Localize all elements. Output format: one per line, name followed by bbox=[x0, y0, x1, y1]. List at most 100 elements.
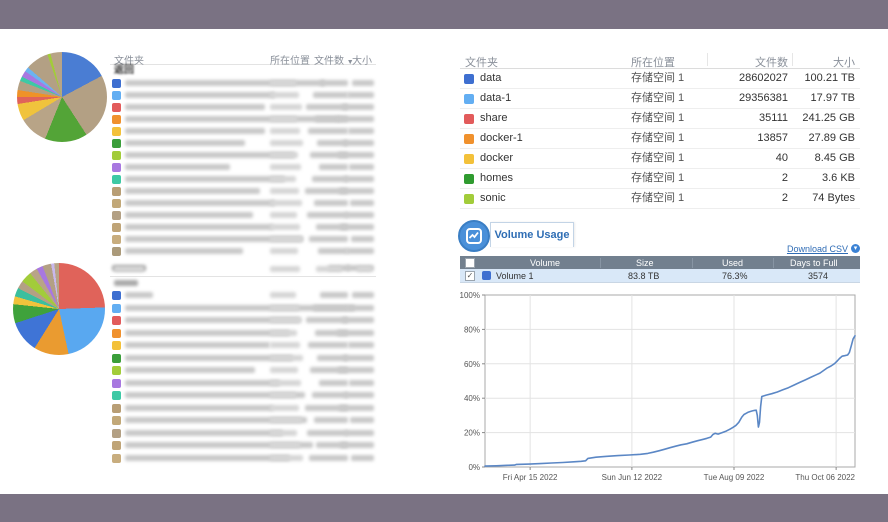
header-size[interactable]: 大小 bbox=[833, 57, 855, 69]
folder-size: 17.97 TB bbox=[810, 92, 855, 104]
folder-color-swatch bbox=[112, 247, 121, 256]
table-row-redacted[interactable] bbox=[110, 402, 376, 415]
folder-color-swatch bbox=[464, 134, 474, 144]
folder-name: sonic bbox=[480, 192, 506, 204]
folder-name: data bbox=[480, 72, 502, 84]
folder-color-swatch bbox=[112, 416, 121, 425]
folder-color-swatch bbox=[112, 223, 121, 232]
folder-location: 存储空间 1 bbox=[631, 192, 685, 204]
folder-color-swatch bbox=[112, 391, 121, 400]
tab-volume-usage[interactable]: Volume Usage bbox=[490, 222, 574, 247]
table-row-redacted[interactable] bbox=[110, 289, 376, 302]
folder-color-swatch bbox=[112, 441, 121, 450]
folder-color-swatch bbox=[112, 175, 121, 184]
header-volume: Volume bbox=[530, 258, 561, 268]
folder-row-data[interactable]: data 存储空间 1 28602027 100.21 TB bbox=[460, 69, 860, 89]
table-row-redacted[interactable] bbox=[110, 233, 376, 245]
select-all-checkbox[interactable] bbox=[465, 258, 475, 268]
volume-size: 83.8 TB bbox=[628, 271, 660, 281]
back-row[interactable]: 返回 bbox=[114, 65, 134, 76]
header-folder[interactable]: 文件夹 bbox=[114, 56, 144, 67]
folder-color-swatch bbox=[464, 74, 474, 84]
table-row-redacted[interactable] bbox=[110, 314, 376, 327]
volume-name: Volume 1 bbox=[496, 271, 534, 281]
folder-size: 74 Bytes bbox=[812, 192, 855, 204]
header-size[interactable]: 大小 bbox=[352, 56, 372, 67]
folder-file-count: 2 bbox=[781, 192, 788, 204]
folder-color-swatch bbox=[112, 353, 121, 363]
svg-text:0%: 0% bbox=[468, 463, 480, 472]
folder-file-count: 35111 bbox=[759, 112, 788, 124]
table-row-redacted[interactable] bbox=[110, 149, 376, 161]
table-row-redacted[interactable] bbox=[110, 427, 376, 440]
folder-size: 27.89 GB bbox=[808, 132, 855, 144]
folder-color-swatch bbox=[464, 94, 474, 104]
table-row-redacted[interactable] bbox=[110, 77, 376, 89]
folder-size-pie-top bbox=[17, 52, 107, 142]
svg-text:Sun Jun 12 2022: Sun Jun 12 2022 bbox=[602, 473, 663, 482]
back-row-redacted[interactable] bbox=[110, 277, 376, 289]
table-row-redacted[interactable] bbox=[110, 302, 376, 315]
folder-color-swatch bbox=[112, 79, 121, 88]
header-location[interactable]: 所在位置 bbox=[631, 57, 675, 69]
table-header[interactable]: 文件夹 所在位置 文件数 ▼ 大小 bbox=[110, 51, 376, 67]
folder-location: 存储空间 1 bbox=[631, 92, 685, 104]
table-row-redacted[interactable] bbox=[110, 197, 376, 209]
folder-color-swatch bbox=[112, 127, 121, 136]
volume-row[interactable]: ✓ Volume 1 83.8 TB 76.3% 3574 bbox=[460, 269, 860, 283]
folder-row-sonic[interactable]: sonic 存储空间 1 2 74 Bytes bbox=[460, 189, 860, 209]
folder-table-redacted-top: 文件夹 所在位置 文件数 ▼ 大小 返回 bbox=[110, 51, 376, 274]
folder-color-swatch bbox=[112, 453, 121, 463]
table-row-redacted[interactable] bbox=[110, 173, 376, 185]
folder-row-docker-1[interactable]: docker-1 存储空间 1 13857 27.89 GB bbox=[460, 129, 860, 149]
table-row-redacted[interactable] bbox=[110, 221, 376, 233]
top-band bbox=[0, 0, 888, 29]
header-files[interactable]: 文件数 ▼ bbox=[314, 56, 354, 67]
svg-text:40%: 40% bbox=[464, 394, 480, 403]
table-row-redacted[interactable] bbox=[110, 452, 376, 465]
table-row-redacted[interactable] bbox=[110, 113, 376, 125]
table-row-redacted[interactable] bbox=[110, 185, 376, 197]
table-row-redacted[interactable] bbox=[110, 327, 376, 340]
folder-row-homes[interactable]: homes 存储空间 1 2 3.6 KB bbox=[460, 169, 860, 189]
folder-row-share[interactable]: share 存储空间 1 35111 241.25 GB bbox=[460, 109, 860, 129]
folder-color-swatch bbox=[112, 211, 121, 220]
volume-checkbox[interactable]: ✓ bbox=[465, 271, 475, 281]
table-row-redacted[interactable] bbox=[110, 209, 376, 221]
table-row-redacted[interactable] bbox=[110, 377, 376, 390]
table-header-redacted[interactable] bbox=[110, 263, 376, 277]
table-row-redacted[interactable] bbox=[110, 89, 376, 101]
table-row-redacted[interactable] bbox=[110, 339, 376, 352]
folder-color-swatch bbox=[112, 103, 121, 112]
folder-color-swatch bbox=[112, 91, 121, 100]
header-location[interactable]: 所在位置 bbox=[270, 56, 310, 67]
header-folder[interactable]: 文件夹 bbox=[465, 57, 498, 69]
folder-table: 文件夹 所在位置 文件数 大小 data 存储空间 1 28602027 100.21… bbox=[460, 51, 860, 209]
table-row-redacted[interactable] bbox=[110, 414, 376, 427]
folder-color-swatch bbox=[112, 328, 121, 338]
bottom-band bbox=[0, 494, 888, 522]
table-row-redacted[interactable] bbox=[110, 137, 376, 149]
table-header[interactable]: 文件夹 所在位置 文件数 大小 bbox=[460, 51, 860, 69]
volume-days-to-full: 3574 bbox=[808, 271, 829, 281]
header-files[interactable]: 文件数 bbox=[755, 57, 788, 69]
folder-color-swatch bbox=[464, 194, 474, 204]
folder-row-data-1[interactable]: data-1 存储空间 1 29356381 17.97 TB bbox=[460, 89, 860, 109]
download-icon[interactable]: ▾ bbox=[851, 244, 860, 253]
folder-row-docker[interactable]: docker 存储空间 1 40 8.45 GB bbox=[460, 149, 860, 169]
table-row-redacted[interactable] bbox=[110, 352, 376, 365]
folder-color-swatch bbox=[112, 291, 121, 300]
table-row-redacted[interactable] bbox=[110, 389, 376, 402]
volume-table: Volume Size Used Days to Full ✓ Volume 1… bbox=[460, 256, 860, 283]
table-row-redacted[interactable] bbox=[110, 161, 376, 173]
table-row-redacted[interactable] bbox=[110, 245, 376, 257]
table-row-redacted[interactable] bbox=[110, 439, 376, 452]
table-row-redacted[interactable] bbox=[110, 364, 376, 377]
volume-table-header: Volume Size Used Days to Full bbox=[460, 256, 860, 269]
table-row-redacted[interactable] bbox=[110, 125, 376, 137]
table-row-redacted[interactable] bbox=[110, 101, 376, 113]
download-csv-link[interactable]: Download CSV bbox=[786, 244, 848, 254]
folder-name: data-1 bbox=[480, 92, 512, 104]
folder-size: 100.21 TB bbox=[804, 72, 855, 84]
folder-location: 存储空间 1 bbox=[631, 132, 685, 144]
